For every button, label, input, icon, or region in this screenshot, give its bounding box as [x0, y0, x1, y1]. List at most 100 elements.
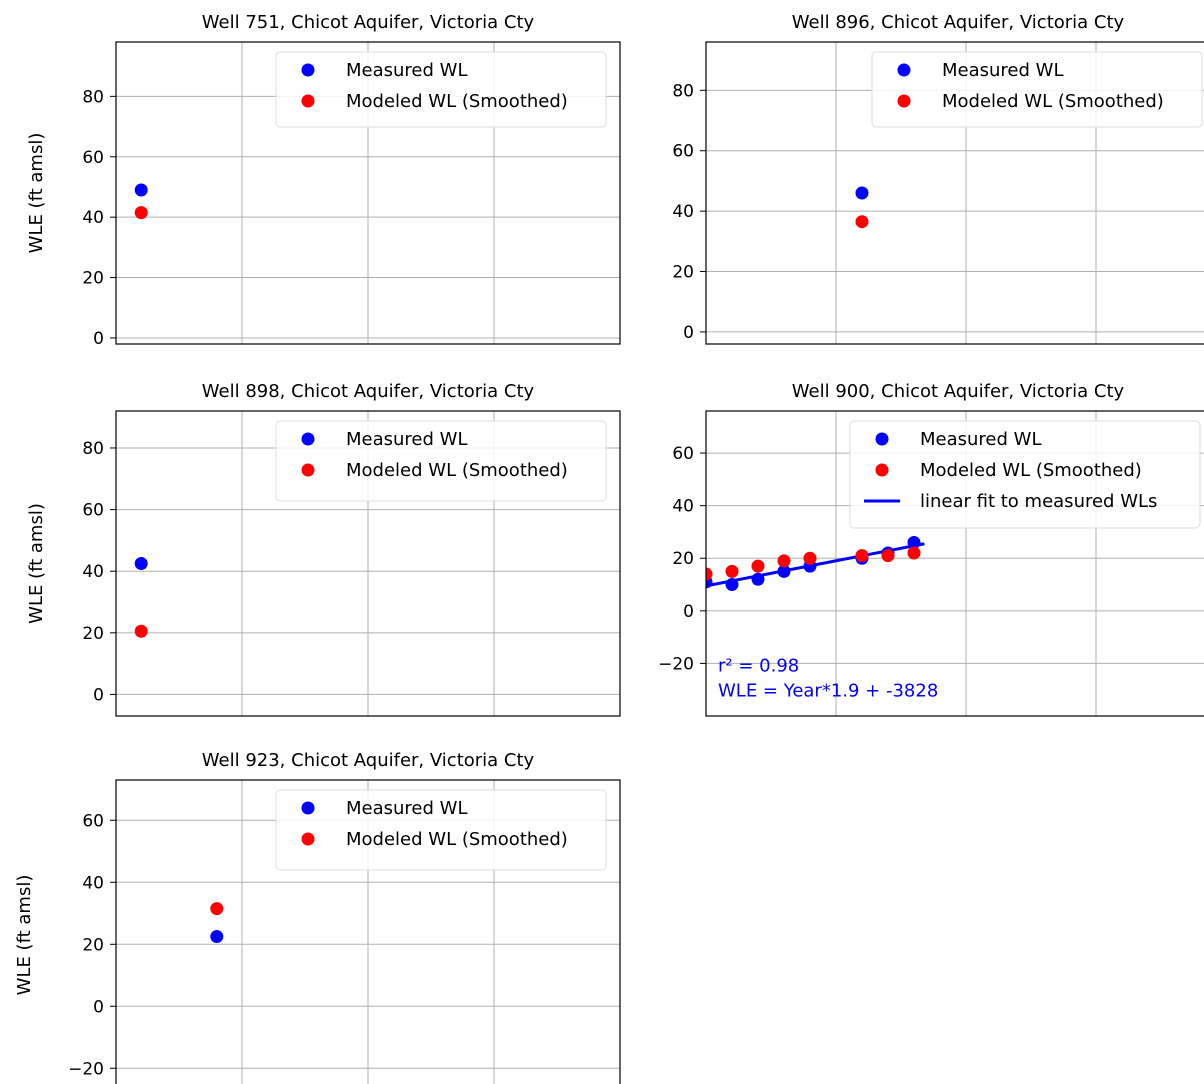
legend-measured-wl-label: Measured WL	[346, 798, 467, 819]
plot-frame	[705, 41, 1204, 345]
measured-wl-point	[134, 183, 148, 197]
legend-modeled-wl-marker	[301, 463, 315, 477]
legend: Measured WL Modeled WL (Smoothed)	[871, 51, 1203, 128]
legend-modeled-wl-label: Modeled WL (Smoothed)	[346, 91, 568, 112]
y-tick-label: 0	[93, 685, 104, 705]
plot-content	[855, 186, 869, 229]
legend: Measured WL Modeled WL (Smoothed)	[275, 789, 607, 871]
y-tick-label: 20	[672, 549, 694, 569]
legend: Measured WL Modeled WL (Smoothed)	[275, 420, 607, 502]
legend: Measured WL Modeled WL (Smoothed)	[275, 51, 607, 128]
y-tick-label: 60	[672, 444, 694, 464]
modeled-wl-point	[855, 549, 869, 563]
plot-frame	[115, 779, 621, 1084]
modeled-wl-point	[725, 564, 739, 578]
modeled-wl-point	[751, 559, 765, 573]
y-tick-label: 40	[672, 202, 694, 222]
measured-wl-point	[777, 564, 791, 578]
y-axis-label: WLE (ft amsl)	[14, 875, 35, 996]
legend-modeled-wl-label: Modeled WL (Smoothed)	[346, 829, 568, 850]
y-tick-label: 20	[82, 624, 104, 644]
y-tick-label: −20	[68, 1059, 104, 1079]
legend-measured-wl-label: Measured WL	[942, 60, 1063, 81]
plot-frame	[115, 41, 621, 345]
plot-content	[210, 902, 224, 944]
y-tick-label: 20	[82, 935, 104, 955]
legend-box	[275, 51, 607, 128]
modeled-wl-point	[134, 624, 148, 638]
legend-box	[275, 789, 607, 871]
y-tick-label: 80	[82, 87, 104, 107]
chart-panel-3: 0 20 40 60 80 Well 898, Chicot Aquifer, Victo…	[26, 381, 621, 717]
plot-frame	[705, 410, 1204, 717]
measured-wl-point	[855, 186, 869, 200]
measured-wl-point	[134, 557, 148, 570]
legend-measured-wl-label: Measured WL	[920, 429, 1041, 450]
measured-wl-point	[210, 930, 224, 944]
y-tick-label: 0	[93, 329, 104, 349]
modeled-wl-point	[855, 215, 869, 229]
legend-modeled-wl-marker	[301, 832, 315, 846]
y-tick-label: 40	[82, 562, 104, 582]
modeled-wl-point	[881, 549, 895, 563]
y-tick-label: 60	[82, 148, 104, 168]
chart-title: Well 900, Chicot Aquifer, Victoria Cty	[792, 381, 1125, 402]
chart-panel-5: −20 0 20 40 60 Well 923, Chicot Aquifer, Vict…	[14, 750, 621, 1084]
legend-measured-wl-label: Measured WL	[346, 60, 467, 81]
legend-modeled-wl-label: Modeled WL (Smoothed)	[346, 460, 568, 481]
chart-title: Well 896, Chicot Aquifer, Victoria Cty	[792, 12, 1125, 33]
measured-wl-point	[751, 572, 765, 586]
measured-wl-point	[725, 578, 739, 592]
chart-panel-2: 0 20 40 60 80 Well 896, Chicot Aquifer, Victo…	[672, 12, 1204, 345]
y-tick-label: 20	[672, 263, 694, 283]
plot-content: r² = 0.98 WLE = Year*1.9 + -3828	[706, 535, 938, 701]
y-tick-label: 80	[672, 81, 694, 101]
y-tick-label: 0	[93, 997, 104, 1017]
modeled-wl-point	[777, 554, 791, 568]
legend-box	[275, 420, 607, 502]
y-tick-label: 0	[683, 602, 694, 622]
measured-wl-point	[907, 535, 921, 549]
chart-title: Well 923, Chicot Aquifer, Victoria Cty	[202, 750, 535, 771]
y-tick-label: 40	[672, 497, 694, 517]
legend-measured-wl-marker	[301, 801, 315, 815]
chart-panel-1: 0 20 40 60 80 Well 751, Chicot Aquifer, Victo…	[26, 12, 621, 349]
y-tick-label: 60	[82, 501, 104, 521]
legend-box	[871, 51, 1203, 128]
y-tick-label: 80	[82, 439, 104, 459]
modeled-wl-point	[803, 551, 817, 565]
legend-modeled-wl-marker	[301, 94, 315, 108]
legend-box	[849, 420, 1201, 529]
legend-measured-wl-label: Measured WL	[346, 429, 467, 450]
y-axis-label: WLE (ft amsl)	[26, 133, 47, 254]
legend-measured-wl-marker	[875, 432, 889, 446]
y-axis-label: WLE (ft amsl)	[26, 503, 47, 624]
y-tick-label: 0	[683, 323, 694, 343]
y-tick-label: 20	[82, 269, 104, 289]
modeled-wl-point	[706, 567, 713, 581]
y-tick-label: 40	[82, 873, 104, 893]
legend-modeled-wl-marker	[897, 94, 911, 108]
y-tick-label: 60	[672, 142, 694, 162]
y-tick-label: −20	[658, 654, 694, 674]
legend-measured-wl-marker	[301, 432, 315, 446]
legend-linear-fit-label: linear fit to measured WLs	[920, 491, 1157, 512]
modeled-wl-point	[134, 206, 148, 220]
legend: Measured WL Modeled WL (Smoothed) linear f…	[849, 420, 1201, 529]
legend-modeled-wl-label: Modeled WL (Smoothed)	[920, 460, 1142, 481]
annotation-text: WLE = Year*1.9 + -3828	[718, 680, 938, 701]
modeled-wl-point	[210, 902, 224, 916]
plot-frame	[115, 410, 621, 717]
modeled-wl-point	[907, 546, 921, 560]
legend-modeled-wl-label: Modeled WL (Smoothed)	[942, 91, 1164, 112]
chart-title: Well 898, Chicot Aquifer, Victoria Cty	[202, 381, 535, 402]
legend-measured-wl-marker	[897, 63, 911, 77]
y-tick-label: 60	[82, 811, 104, 831]
chart-panel-4: −20 0 20 40 60 Well 900, Chicot Aquifer, Vict…	[658, 381, 1204, 717]
y-tick-label: 40	[82, 208, 104, 228]
legend-measured-wl-marker	[301, 63, 315, 77]
annotation-text: r² = 0.98	[718, 655, 799, 676]
legend-modeled-wl-marker	[875, 463, 889, 477]
plot-content	[134, 557, 148, 638]
